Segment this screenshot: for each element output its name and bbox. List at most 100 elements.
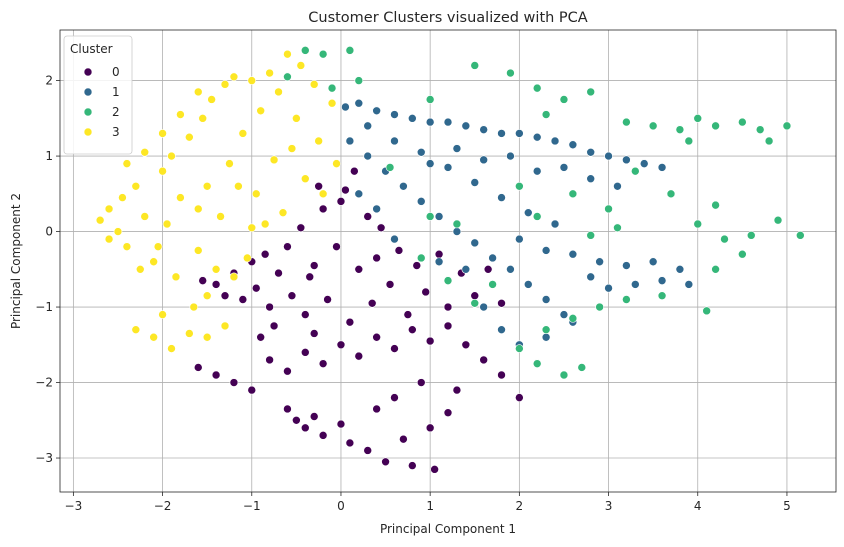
data-points (95, 46, 805, 474)
cluster-2-point (738, 117, 747, 127)
cluster-0-point (336, 340, 346, 350)
cluster-3-point (247, 76, 257, 85)
cluster-1-point (532, 166, 542, 176)
cluster-3-point (198, 114, 208, 123)
cluster-0-point (367, 298, 377, 308)
cluster-0-point (269, 321, 279, 331)
cluster-1-point (416, 147, 426, 157)
cluster-2-point (318, 49, 328, 59)
y-tick-label: −3 (35, 451, 53, 465)
x-axis-label: Principal Component 1 (380, 522, 516, 536)
cluster-3-point (269, 155, 279, 165)
y-tick-label: 1 (45, 149, 53, 163)
cluster-0-point (483, 265, 493, 274)
cluster-0-point (198, 276, 208, 285)
cluster-1-point (639, 159, 649, 168)
cluster-2-point (595, 302, 604, 312)
cluster-1-point (452, 227, 462, 236)
cluster-2-point (738, 249, 747, 259)
cluster-0-point (283, 366, 292, 376)
cluster-1-point (497, 129, 506, 138)
y-tick-label: −2 (35, 376, 53, 390)
cluster-1-point (497, 193, 506, 202)
cluster-1-point (470, 178, 480, 187)
cluster-2-point (354, 76, 364, 85)
cluster-3-point (153, 242, 163, 251)
x-tick-label: −2 (154, 499, 172, 513)
cluster-3-point (135, 265, 145, 274)
cluster-0-point (434, 249, 444, 259)
cluster-0-point (211, 370, 221, 380)
cluster-2-point (559, 370, 569, 380)
cluster-1-point (657, 276, 667, 285)
cluster-1-point (586, 174, 596, 184)
cluster-0-point (390, 393, 399, 402)
cluster-0-point (421, 287, 431, 297)
cluster-3-point (104, 234, 114, 244)
cluster-1-point (515, 129, 524, 138)
cluster-2-point (541, 110, 551, 119)
cluster-1-point (684, 280, 694, 289)
legend-marker-0 (83, 67, 93, 77)
cluster-0-point (309, 412, 319, 421)
cluster-0-point (443, 321, 453, 331)
cluster-1-point (390, 234, 399, 244)
cluster-1-point (479, 125, 488, 134)
cluster-0-point (452, 385, 462, 395)
cluster-2-point (345, 46, 355, 55)
cluster-2-point (648, 121, 658, 131)
cluster-1-point (586, 272, 596, 282)
cluster-1-point (390, 110, 399, 119)
cluster-1-point (363, 151, 373, 161)
cluster-1-point (363, 121, 373, 131)
cluster-0-point (336, 197, 346, 206)
cluster-0-point (314, 181, 323, 191)
cluster-0-point (283, 404, 292, 414)
cluster-2-point (796, 231, 805, 240)
cluster-0-point (220, 291, 230, 301)
legend: Cluster 0 1 2 3 (63, 35, 133, 155)
cluster-0-point (193, 363, 203, 372)
cluster-3-point (149, 332, 158, 342)
cluster-2-point (327, 83, 337, 93)
cluster-3-point (167, 151, 176, 161)
cluster-3-point (122, 242, 132, 251)
cluster-0-point (425, 423, 435, 433)
cluster-3-point (309, 80, 319, 89)
cluster-0-point (363, 212, 373, 221)
cluster-2-point (488, 280, 497, 289)
cluster-3-point (131, 181, 141, 191)
cluster-0-point (497, 298, 506, 308)
cluster-0-point (305, 272, 315, 282)
cluster-0-point (345, 438, 355, 448)
cluster-0-point (372, 332, 381, 342)
cluster-1-point (523, 280, 533, 289)
cluster-1-point (408, 114, 417, 123)
cluster-0-point (403, 310, 413, 319)
cluster-0-point (385, 280, 395, 289)
cluster-2-point (720, 234, 729, 244)
x-tick-label: −3 (65, 499, 83, 513)
cluster-3-point (229, 72, 239, 82)
cluster-1-point (434, 257, 444, 267)
cluster-1-point (568, 140, 578, 150)
y-tick-label: 0 (45, 225, 53, 239)
cluster-0-point (211, 280, 221, 289)
cluster-1-point (523, 208, 533, 217)
cluster-3-point (256, 106, 265, 116)
x-tick-label: 5 (783, 499, 791, 513)
cluster-0-point (350, 166, 359, 176)
cluster-3-point (140, 212, 150, 221)
cluster-1-point (372, 106, 381, 116)
cluster-2-point (586, 231, 596, 240)
x-tick-label: −1 (243, 499, 261, 513)
legend-label-3: 3 (112, 125, 120, 139)
cluster-1-point (461, 265, 471, 274)
legend-marker-1 (83, 87, 93, 97)
cluster-0-point (376, 223, 386, 233)
legend-label-2: 2 (112, 105, 120, 119)
cluster-0-point (470, 291, 480, 301)
cluster-1-point (354, 98, 364, 108)
cluster-0-point (251, 283, 261, 293)
cluster-0-point (229, 378, 239, 387)
